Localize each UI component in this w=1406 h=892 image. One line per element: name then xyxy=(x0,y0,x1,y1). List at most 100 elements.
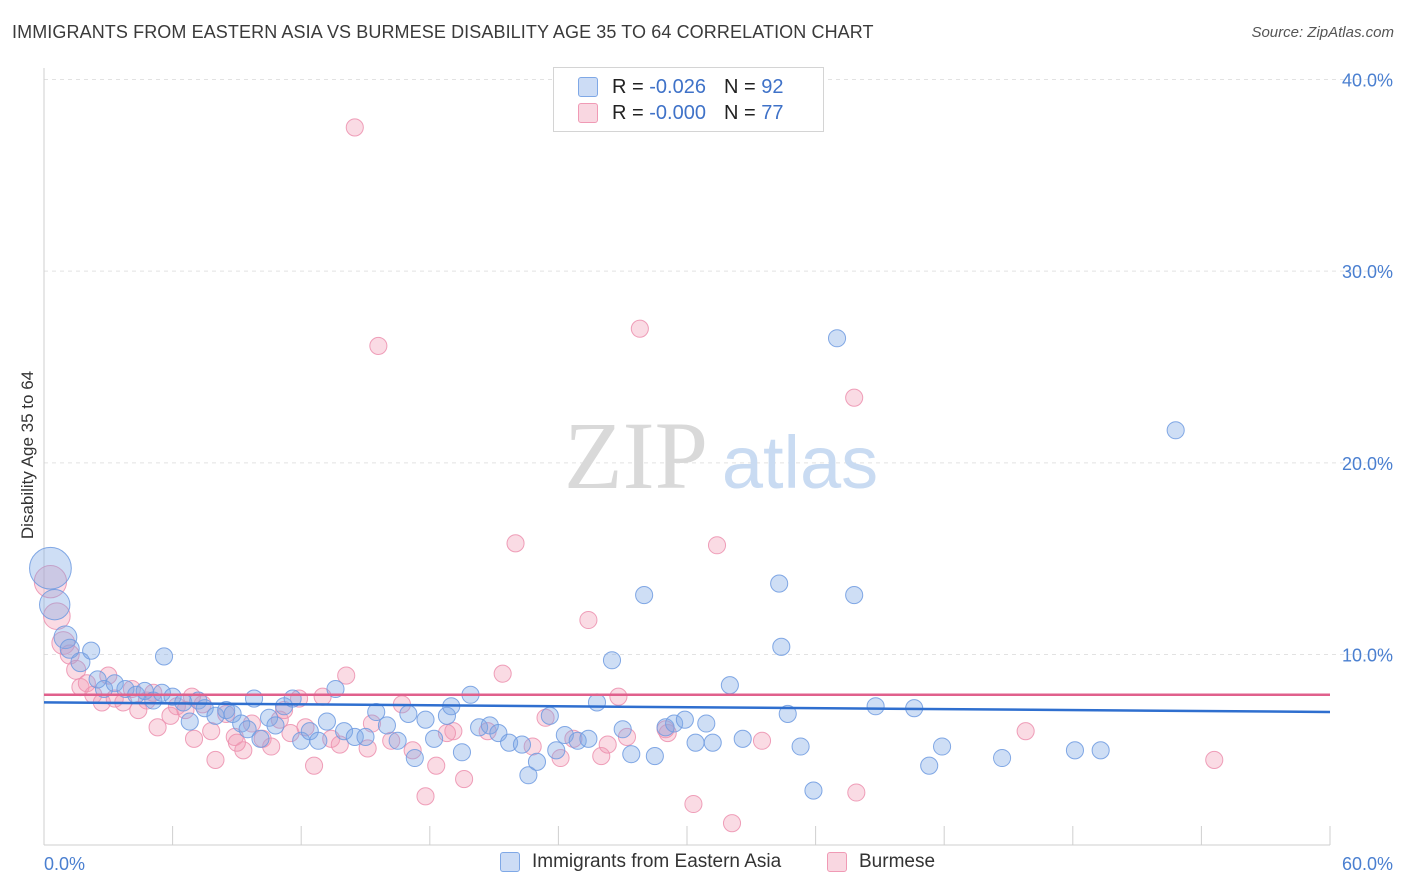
eastern-asia-point xyxy=(656,718,675,737)
eastern-asia-point xyxy=(587,693,607,712)
eastern-asia-point xyxy=(260,708,279,727)
eastern-asia-point xyxy=(345,727,364,746)
legend-r-value: -0.026 xyxy=(649,75,706,98)
burmese-point xyxy=(59,644,80,665)
eastern-asia-point xyxy=(579,729,598,748)
burmese-point xyxy=(305,756,324,775)
burmese-point xyxy=(847,783,866,802)
burmese-point xyxy=(345,118,364,137)
burmese-point xyxy=(184,729,204,748)
series-swatch-blue xyxy=(500,852,520,872)
legend-n-label: N = xyxy=(723,75,756,98)
eastern-asia-point xyxy=(791,737,810,756)
watermark: ZIP atlas xyxy=(564,402,878,509)
burmese-point xyxy=(752,731,772,750)
eastern-asia-point xyxy=(804,781,823,800)
eastern-asia-point xyxy=(613,720,632,739)
eastern-asia-point xyxy=(920,756,939,775)
legend-swatch-blue xyxy=(578,77,598,97)
eastern-asia-point xyxy=(665,714,684,733)
eastern-asia-point xyxy=(251,729,270,748)
eastern-asia-point xyxy=(527,752,547,771)
eastern-asia-point xyxy=(686,733,705,752)
burmese-point xyxy=(579,610,598,630)
eastern-asia-point xyxy=(39,588,71,621)
legend-n-label: N = xyxy=(723,101,756,124)
eastern-asia-point xyxy=(827,329,847,348)
eastern-asia-point xyxy=(317,712,336,731)
legend-row-burmese: R = -0.000 N = 77 xyxy=(578,101,783,125)
eastern-asia-point xyxy=(88,670,107,689)
burmese-point xyxy=(722,814,742,833)
eastern-asia-point xyxy=(720,676,739,695)
eastern-asia-point xyxy=(335,722,354,741)
burmese-point xyxy=(707,536,727,555)
eastern-asia-point xyxy=(770,574,789,593)
eastern-asia-point xyxy=(635,586,654,605)
legend-r-value: -0.000 xyxy=(649,101,706,124)
chart-title: IMMIGRANTS FROM EASTERN ASIA VS BURMESE … xyxy=(12,22,874,42)
eastern-asia-point xyxy=(180,712,199,731)
eastern-asia-point xyxy=(645,747,664,766)
y-tick-label: 10.0% xyxy=(1342,646,1393,666)
eastern-asia-point xyxy=(452,743,472,762)
eastern-asia-point xyxy=(778,704,797,723)
series-legend-burmese[interactable]: Burmese xyxy=(827,851,935,873)
burmese-point xyxy=(99,666,118,685)
tick-labels: 10.0% 20.0% 30.0% 40.0% 0.0% 60.0% xyxy=(44,71,1393,875)
burmese-point xyxy=(845,388,864,407)
legend-n-value: 77 xyxy=(761,101,784,124)
eastern-asia-point xyxy=(405,748,424,768)
burmese-point xyxy=(382,731,401,750)
eastern-asia-point xyxy=(697,714,716,733)
eastern-asia-point xyxy=(933,737,952,756)
eastern-asia-point xyxy=(388,731,407,750)
eastern-asia-point xyxy=(326,679,345,699)
eastern-asia-point xyxy=(1166,421,1185,440)
burmese-point xyxy=(234,741,253,760)
eastern-asia-point xyxy=(602,651,622,670)
eastern-asia-point xyxy=(845,586,864,605)
eastern-asia-point xyxy=(993,748,1012,768)
axes xyxy=(43,68,1331,846)
burmese-point xyxy=(369,336,388,355)
burmese-point xyxy=(337,666,356,685)
burmese-point xyxy=(358,739,377,758)
eastern-asia-point xyxy=(29,546,72,590)
burmese-point xyxy=(684,794,703,814)
burmese-point xyxy=(444,722,463,741)
series-swatch-pink xyxy=(827,852,847,872)
eastern-asia-point xyxy=(425,729,444,748)
burmese-point xyxy=(51,631,76,655)
trend-lines xyxy=(43,693,1331,714)
eastern-asia-point xyxy=(367,702,386,722)
eastern-asia-point xyxy=(266,716,285,735)
eastern-asia-point xyxy=(377,716,396,735)
y-axis-label: Disability Age 35 to 64 xyxy=(18,371,37,539)
eastern-asia-point xyxy=(547,741,566,760)
eastern-asia-point xyxy=(82,641,101,660)
eastern-asia-point xyxy=(519,766,538,785)
series-legend-eastern-asia[interactable]: Immigrants from Eastern Asia xyxy=(500,851,781,873)
eastern-asia-point xyxy=(399,704,418,723)
correlation-legend: R = -0.026 N = 92 R = -0.000 N = 77 xyxy=(553,67,824,132)
legend-r-label: R = xyxy=(612,75,644,98)
legend-r-label: R = xyxy=(612,101,644,124)
burmese-point xyxy=(148,718,167,737)
watermark-atlas: atlas xyxy=(722,421,878,504)
burmese-point xyxy=(330,735,349,754)
burmese-point xyxy=(262,737,281,756)
eastern-asia-point xyxy=(152,683,171,702)
burmese-point xyxy=(227,733,246,752)
eastern-asia-point xyxy=(540,706,559,725)
legend-n-value: 92 xyxy=(761,75,784,98)
burmese-point xyxy=(455,770,474,789)
eastern-asia-point xyxy=(116,679,135,699)
eastern-asia-point xyxy=(1091,741,1110,760)
eastern-asia-point xyxy=(622,745,641,764)
eastern-asia-point xyxy=(105,674,124,693)
x-tick-label: 60.0% xyxy=(1342,854,1393,874)
grid-lines xyxy=(44,79,1392,655)
eastern-asia-point xyxy=(53,625,78,650)
